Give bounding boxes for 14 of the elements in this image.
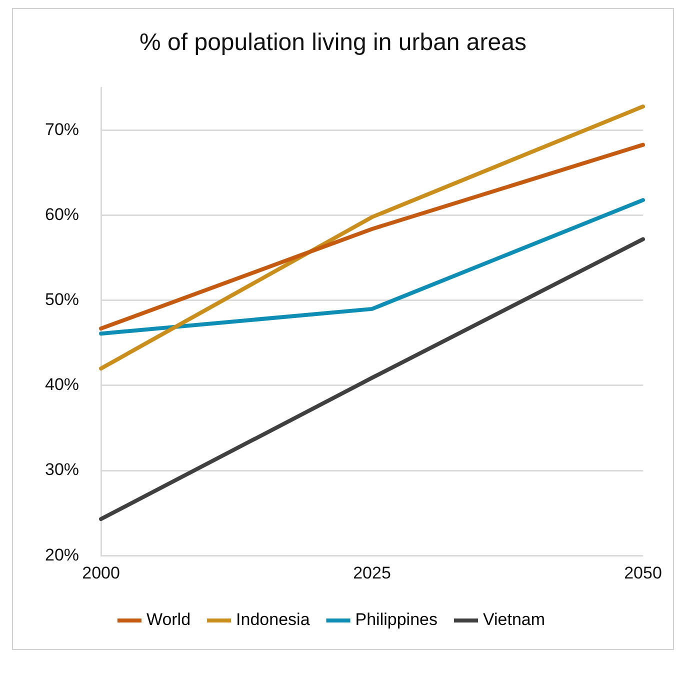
x-tick-label: 2000 xyxy=(82,563,120,582)
y-tick-label: 70% xyxy=(44,120,80,140)
legend-label: Indonesia xyxy=(236,610,310,630)
x-tick-label: 2050 xyxy=(624,563,662,582)
y-tick-label: 20% xyxy=(44,545,80,564)
legend-label: Philippines xyxy=(355,610,438,630)
chart-title: % of population living in urban areas xyxy=(140,29,526,56)
y-tick-label: 50% xyxy=(44,290,80,310)
y-tick-label: 40% xyxy=(44,375,80,394)
legend-label: World xyxy=(146,610,191,630)
y-tick-label: 30% xyxy=(44,460,80,480)
x-tick-label: 2025 xyxy=(353,563,391,582)
legend-label: Vietnam xyxy=(482,610,546,630)
y-tick-label: 60% xyxy=(44,205,80,224)
